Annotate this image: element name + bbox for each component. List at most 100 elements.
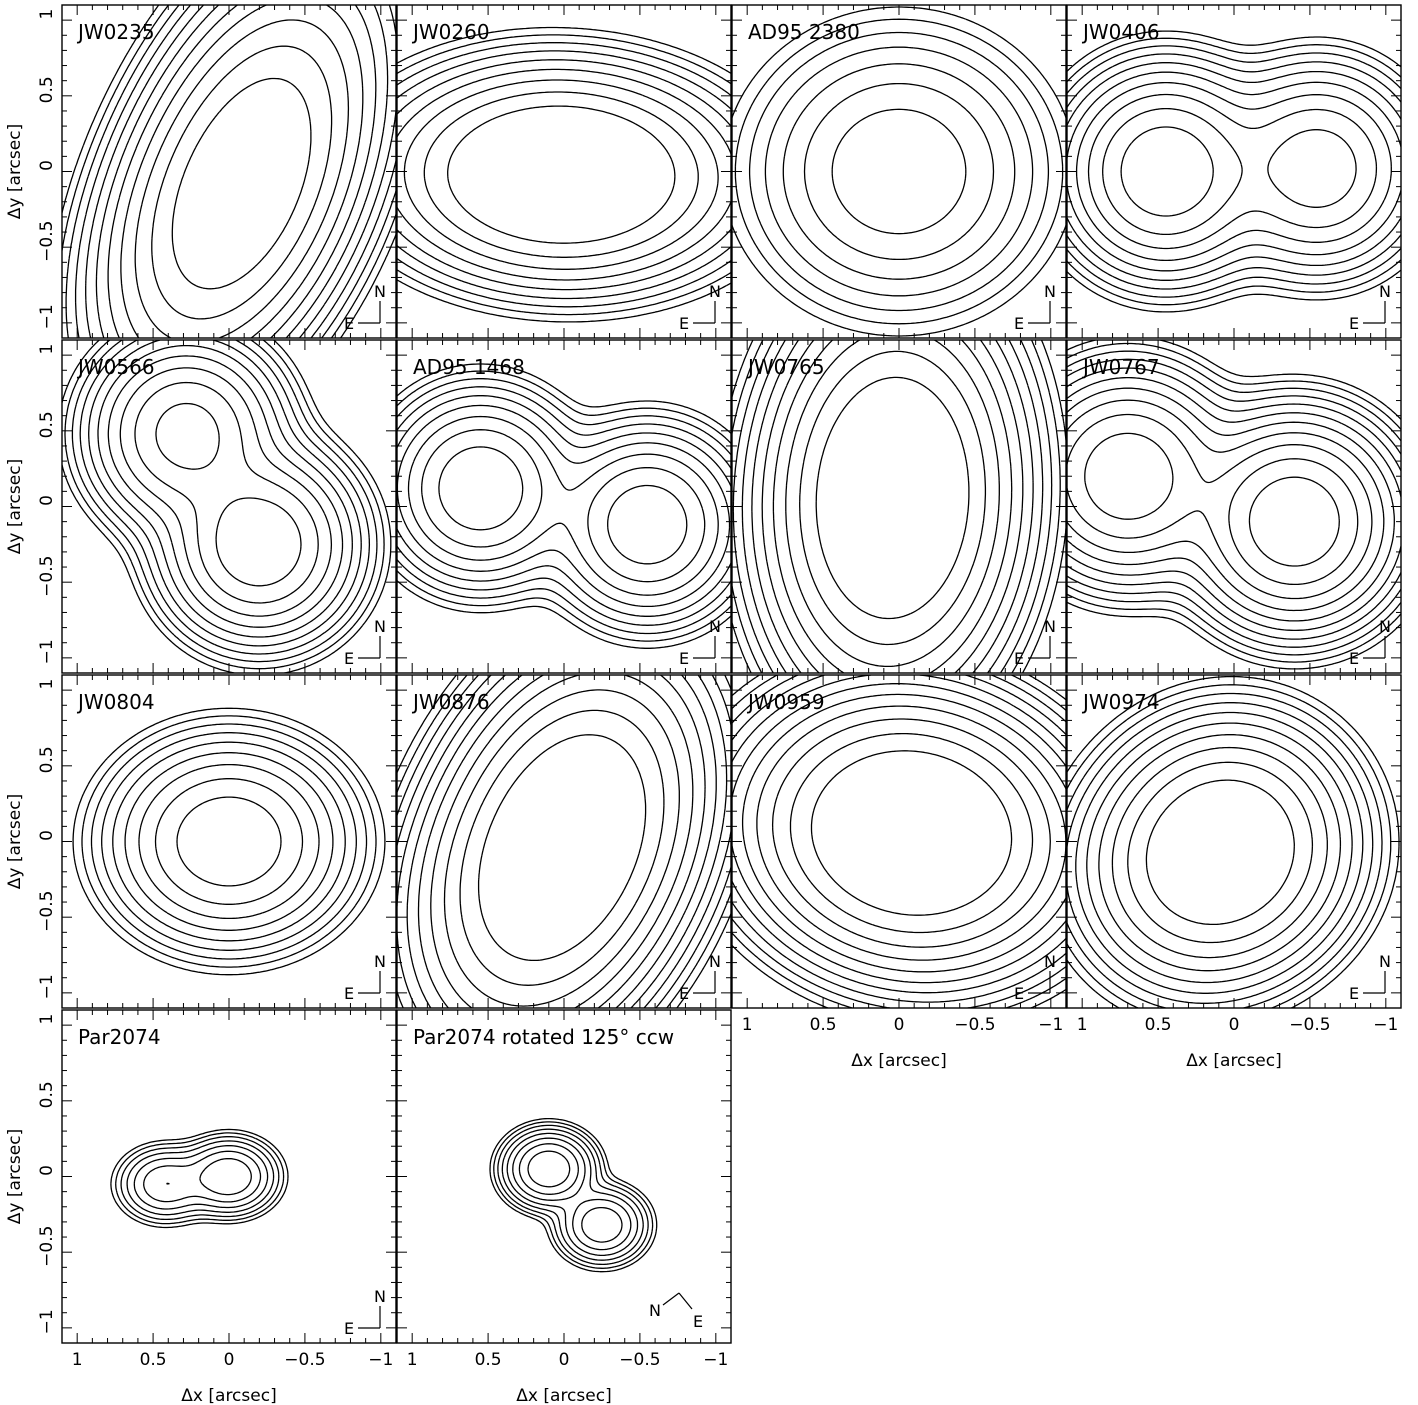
- contour-level-1: [438, 446, 688, 565]
- y-tick-label: −0.5: [37, 1226, 57, 1267]
- contour-lines: [397, 26, 731, 323]
- contour-level-10: [1067, 342, 1401, 663]
- contour-level-10: [1067, 30, 1401, 313]
- panel-title: JW0235: [76, 20, 155, 44]
- contour-level-4: [1067, 399, 1385, 612]
- contour-level-3: [771, 718, 1051, 948]
- contour-level-7: [397, 675, 728, 1008]
- x-tick-label: −0.5: [954, 1015, 995, 1035]
- panel-title: JW0566: [76, 355, 155, 379]
- contour-level-7: [732, 675, 1066, 994]
- contour-level-5: [1067, 387, 1395, 622]
- contour-level-8: [81, 715, 377, 968]
- contour-level-7: [732, 6, 1066, 337]
- panel-ad95-1468: AD95 1468 N E: [396, 339, 732, 674]
- x-axis-label: Δx [arcsec]: [516, 1386, 611, 1405]
- contour-lines: [732, 340, 1066, 673]
- contour-level-4: [764, 46, 1034, 297]
- contour-lines: [1067, 675, 1400, 1008]
- x-tick-label: 1: [742, 1015, 753, 1035]
- contour-level-8: [397, 370, 731, 642]
- y-axis-label: Δy [arcsec]: [5, 124, 25, 219]
- compass-east-label: E: [679, 314, 689, 333]
- contour-lines: [489, 1117, 658, 1273]
- contour-lines: [732, 675, 1066, 1008]
- x-tick-label: −1: [703, 1350, 728, 1370]
- contour-level-9: [1067, 350, 1401, 656]
- contour-level-5: [112, 741, 346, 942]
- contour-level-8: [732, 340, 1053, 673]
- tick-marks: [396, 339, 732, 674]
- contour-level-1: [810, 750, 1013, 916]
- compass-east-label: E: [344, 984, 354, 1003]
- contour-level-9: [65, 5, 396, 338]
- tick-marks: [731, 339, 1067, 674]
- x-tick-label: 0: [224, 1350, 235, 1370]
- compass-icon: [693, 971, 716, 994]
- contour-level-9: [732, 340, 1061, 673]
- contour-level-6: [1067, 62, 1401, 281]
- compass-east-label: E: [1349, 649, 1359, 668]
- x-tick-label: 0.5: [475, 1350, 502, 1370]
- contour-level-9: [1067, 684, 1392, 1008]
- panel-title: AD95 2380: [748, 20, 860, 44]
- contour-level-6: [1075, 711, 1364, 994]
- contour-level-3: [119, 367, 333, 617]
- contour-level-5: [120, 1136, 280, 1221]
- compass-icon: [358, 301, 381, 324]
- contour-level-3: [134, 19, 350, 338]
- contour-level-5: [107, 5, 377, 338]
- contour-level-5: [397, 59, 731, 291]
- contour-level-1: [1248, 476, 1340, 567]
- y-tick-label: 0: [37, 495, 57, 506]
- y-tick-label: 0: [37, 1165, 57, 1176]
- contour-level-7: [741, 340, 1044, 673]
- tick-marks: [1066, 339, 1402, 674]
- y-tick-label: −1: [37, 1309, 57, 1334]
- contour-level-5: [97, 344, 353, 638]
- panel-jw0959: JW0959 N E 1 0.5 0 −0.5 −1 Δx [arcsec]: [731, 674, 1067, 1071]
- contour-level-3: [1087, 93, 1378, 250]
- y-axis-label: Δy [arcsec]: [5, 459, 25, 554]
- panel-title: JW0959: [746, 690, 825, 714]
- contour-level-6: [95, 5, 389, 338]
- x-axis-label: Δx [arcsec]: [1186, 1051, 1281, 1071]
- contour-level-9: [732, 675, 1066, 1008]
- x-tick-label: 1: [72, 1350, 83, 1370]
- contour-lines: [732, 6, 1066, 337]
- contour-level-5: [1067, 71, 1401, 272]
- contour-level-9: [397, 363, 731, 649]
- contour-level-8: [1067, 358, 1401, 648]
- panel-frame: [396, 339, 732, 674]
- x-tick-label: 0.5: [810, 1015, 837, 1035]
- compass-icon: [1028, 301, 1051, 324]
- contour-level-9: [1067, 37, 1401, 306]
- contour-level-7: [85, 5, 396, 338]
- contour-level-2: [803, 82, 995, 261]
- panel-title: JW0767: [1081, 355, 1160, 379]
- tick-marks: [61, 674, 397, 1009]
- y-tick-label: −1: [37, 974, 57, 999]
- contour-level-6: [751, 340, 1034, 673]
- contour-level-5: [1086, 722, 1353, 984]
- panel-frame: [61, 674, 397, 1009]
- x-tick-label: −1: [1373, 1015, 1398, 1035]
- compass-east-label: E: [1349, 984, 1359, 1003]
- contour-level-2: [799, 350, 987, 646]
- contour-level-3: [785, 340, 1000, 668]
- compass-icon: [1028, 636, 1051, 659]
- panel-par2074-rotated-125-ccw: Par2074 rotated 125° ccw N E 1 0.5 0 −0.5 −1 Δx …: [396, 1009, 732, 1405]
- tick-marks: [61, 1009, 397, 1344]
- panel-frame: [61, 4, 397, 339]
- contour-level-7: [397, 378, 731, 635]
- compass-north-label: N: [1379, 282, 1391, 301]
- contour-level-1: [1120, 126, 1214, 217]
- contour-level-6: [406, 675, 717, 1008]
- contour-level-1: [477, 734, 647, 962]
- x-tick-label: 0: [1229, 1015, 1240, 1035]
- panel-ad95-2380: AD95 2380 N E: [731, 4, 1067, 339]
- y-tick-label: 1: [37, 1014, 57, 1025]
- y-tick-label: 1: [37, 9, 57, 20]
- contour-level-7: [79, 340, 371, 655]
- x-tick-label: 0: [894, 1015, 905, 1035]
